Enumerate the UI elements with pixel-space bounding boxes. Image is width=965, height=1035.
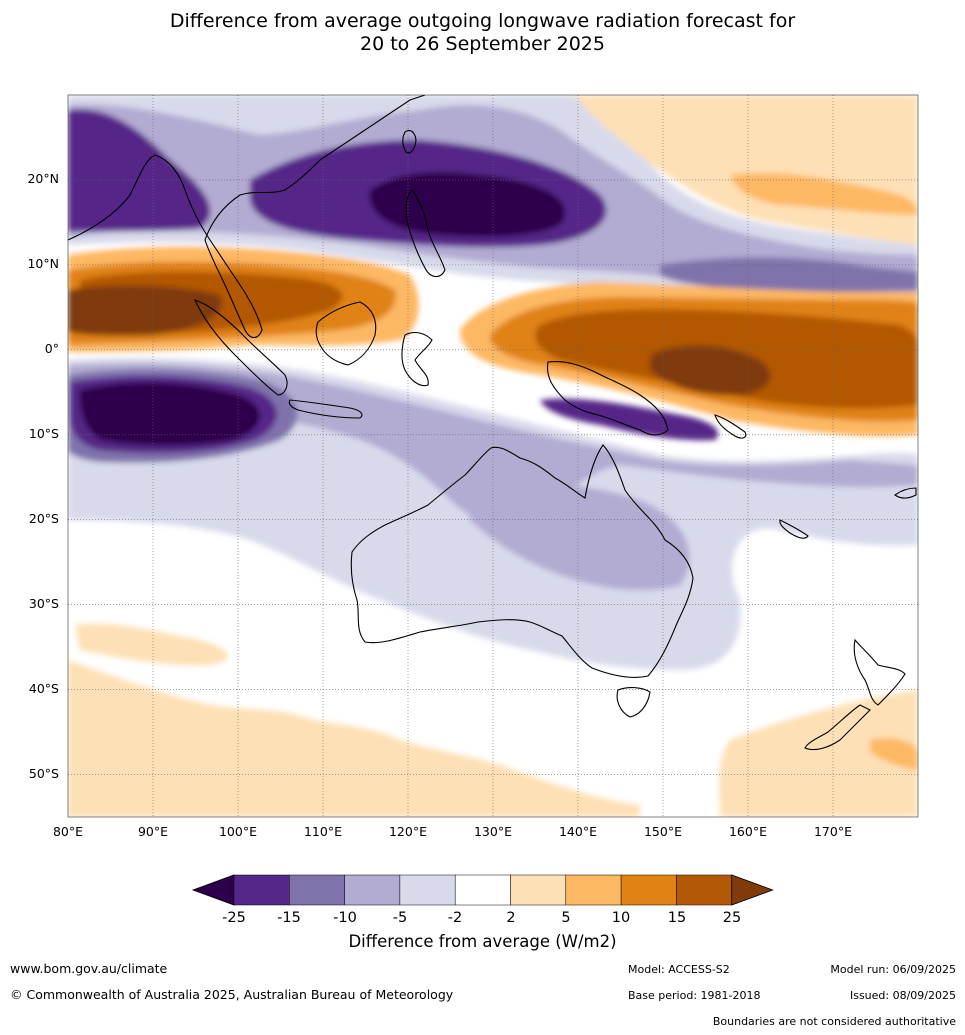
anomaly-pacific-equatorial-core [650, 345, 771, 396]
anomaly-fields [68, 95, 918, 817]
colorbar-label-minus25: -25 [222, 910, 246, 926]
colorbar-swatch [344, 874, 401, 906]
colorbar [191, 874, 774, 906]
colorbar-label-2: 2 [506, 910, 515, 926]
lat-label-20n: 20°N [27, 171, 59, 186]
lon-label-100: 100°E [219, 824, 257, 839]
issued-date: Issued: 08/09/2025 [849, 989, 956, 1002]
lon-label-80: 80°E [53, 824, 83, 839]
java-coastline [288, 399, 363, 419]
anomaly-north-band-dark [68, 109, 211, 232]
lon-label-120: 120°E [389, 824, 427, 839]
anomaly-north-pacific-mid [730, 172, 918, 215]
lon-label-150: 150°E [644, 824, 682, 839]
lat-label-0: 0° [45, 341, 59, 356]
lat-label-30s: 30°S [29, 596, 59, 611]
new-caledonia-coastline [779, 519, 809, 539]
new-guinea-coastline [546, 361, 669, 436]
anomaly-scs-deepest [369, 172, 566, 237]
colorbar-swatch [233, 874, 290, 906]
colorbar-label-5: 5 [561, 910, 570, 926]
gridlines [68, 95, 918, 817]
anomaly-southern-ocean-patches [75, 623, 229, 666]
philippines-coastline [405, 189, 446, 278]
lon-label-130: 130°E [474, 824, 512, 839]
website-link[interactable]: www.bom.gov.au/climate [10, 961, 168, 976]
colorbar-label-10: 10 [612, 910, 630, 926]
lon-label-170: 170°E [814, 824, 852, 839]
title-line-2: 20 to 26 September 2025 [360, 33, 605, 55]
anomaly-png-low [540, 398, 719, 441]
colorbar-label-minus2: -2 [448, 910, 462, 926]
base-period: Base period: 1981-2018 [628, 989, 761, 1002]
anomaly-tasman-patch [870, 738, 918, 770]
colorbar-extend-high [731, 874, 774, 906]
taiwan-coastline [402, 129, 417, 154]
colorbar-swatch [289, 874, 345, 906]
anomaly-southern-ocean [68, 660, 640, 817]
tasmania-coastline [616, 687, 651, 718]
lat-label-10n: 10°N [27, 256, 59, 271]
new-zealand-north-island [853, 638, 906, 706]
lat-label-40s: 40°S [29, 681, 59, 696]
anomaly-central-australia-low [470, 485, 690, 591]
lat-label-50s: 50°S [29, 766, 59, 781]
colorbar-label-minus10: -10 [333, 910, 357, 926]
colorbar-swatch [399, 874, 456, 906]
lon-label-110: 110°E [304, 824, 342, 839]
colorbar-label-15: 15 [668, 910, 686, 926]
colorbar-label-minus15: -15 [277, 910, 301, 926]
lat-label-10s: 10°S [29, 426, 59, 441]
longitude-labels: 80°E 90°E 100°E 110°E 120°E 130°E 140°E … [53, 824, 852, 839]
anomaly-indian-ocean-equatorial-core [68, 285, 222, 336]
colorbar-labels: -25 -15 -10 -5 -2 2 5 10 15 25 [222, 910, 741, 926]
anomaly-eastern-indian-ocean-deepest [79, 382, 261, 446]
australia-coastline [350, 444, 694, 678]
copyright-text: © Commonwealth of Australia 2025, Austra… [10, 987, 454, 1002]
colorbar-swatch [510, 874, 567, 906]
lon-label-140: 140°E [559, 824, 597, 839]
colorbar-swatch [454, 874, 511, 906]
mainland-asia-coastline [68, 95, 426, 339]
map-frame [67, 94, 919, 818]
sumatra-coastline [193, 299, 288, 396]
sulawesi-coastline [401, 331, 433, 387]
anomaly-new-zealand-east [719, 690, 918, 817]
colorbar-swatch [565, 874, 622, 906]
lon-label-160: 160°E [729, 824, 767, 839]
colorbar-label-minus5: -5 [393, 910, 407, 926]
borneo-coastline [315, 301, 377, 366]
solomon-islands-coastline [714, 414, 747, 439]
fiji-coastline [894, 487, 917, 499]
latitude-labels: 20°N 10°N 0° 10°S 20°S 30°S 40°S 50°S [27, 171, 59, 781]
colorbar-swatch [620, 874, 677, 906]
lat-label-20s: 20°S [29, 511, 59, 526]
chart-title: Difference from average outgoing longwav… [0, 10, 965, 56]
title-line-1: Difference from average outgoing longwav… [169, 10, 796, 32]
lon-label-90: 90°E [138, 824, 168, 839]
boundary-disclaimer: Boundaries are not considered authoritat… [712, 1015, 956, 1028]
coastlines [68, 95, 917, 751]
colorbar-label-25: 25 [723, 910, 741, 926]
anomaly-central-pacific-medium [660, 257, 918, 293]
colorbar-extend-low [191, 874, 235, 906]
model-run-date: Model run: 06/09/2025 [830, 963, 956, 976]
model-name: Model: ACCESS-S2 [628, 963, 730, 976]
new-zealand-south-island [804, 704, 871, 751]
colorbar-swatch [676, 874, 732, 906]
colorbar-title: Difference from average (W/m2) [348, 932, 617, 951]
